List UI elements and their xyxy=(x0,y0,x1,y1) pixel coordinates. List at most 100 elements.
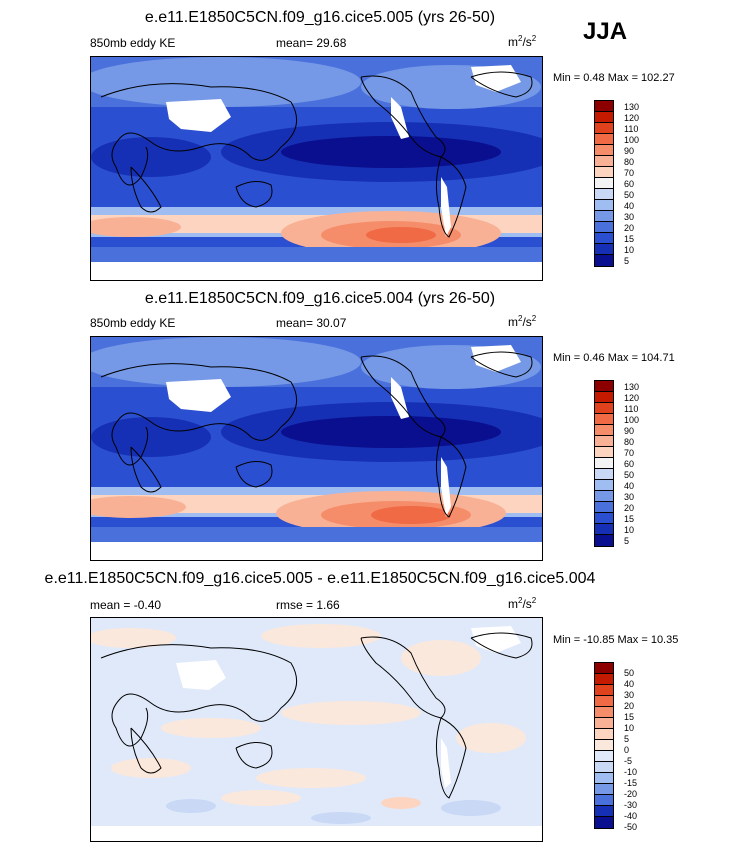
colorbar-tick-label: 120 xyxy=(624,113,640,123)
panel3-colorbar-swatch xyxy=(595,762,613,773)
panel1-colorbar-swatch xyxy=(595,211,613,222)
colorbar-tick-label: 120 xyxy=(624,393,640,403)
colorbar-tick-label: 0 xyxy=(624,745,630,755)
panel3-colorbar-swatch xyxy=(595,740,613,751)
colorbar-tick-label: 40 xyxy=(624,679,635,689)
panel2-colorbar-swatch xyxy=(595,513,613,524)
panel1-colorbar-swatch xyxy=(595,112,613,123)
panel2-colorbar-swatch xyxy=(595,425,613,436)
colorbar-tick-label: 30 xyxy=(624,492,635,502)
panel2-units: m2/s2 xyxy=(508,314,537,329)
panel1-colorbar-swatch xyxy=(595,167,613,178)
panel1-colorbar-swatch xyxy=(595,233,613,244)
panel1-colorbar-swatch xyxy=(595,134,613,145)
panel3-colorbar-swatch xyxy=(595,663,613,674)
colorbar-tick-label: 70 xyxy=(624,168,635,178)
panel1-title: e.e11.E1850C5CN.f09_g16.cice5.005 (yrs 2… xyxy=(144,9,496,26)
colorbar-tick-label: 20 xyxy=(624,223,635,233)
panel1-map xyxy=(90,56,543,281)
panel1-colorbar-swatch xyxy=(595,101,613,112)
colorbar-tick-label: 80 xyxy=(624,157,635,167)
colorbar-tick-label: -10 xyxy=(624,767,638,777)
colorbar-tick-label: -50 xyxy=(624,822,638,832)
panel3-colorbar-swatch xyxy=(595,674,613,685)
panel3-title: e.e11.E1850C5CN.f09_g16.cice5.005 - e.e1… xyxy=(44,570,596,587)
colorbar-tick-label: 110 xyxy=(624,124,639,134)
panel1-colorbar-swatch xyxy=(595,200,613,211)
panel2-field-label: 850mb eddy KE xyxy=(90,316,176,330)
colorbar-tick-label: 90 xyxy=(624,426,635,436)
panel3-colorbar-swatch xyxy=(595,817,613,828)
panel2-colorbar-swatch xyxy=(595,381,613,392)
panel1-colorbar-swatch xyxy=(595,255,613,266)
panel2-colorbar-swatch xyxy=(595,535,613,546)
colorbar-tick-label: 10 xyxy=(624,245,635,255)
panel2-colorbar-swatch xyxy=(595,469,613,480)
panel2-title: e.e11.E1850C5CN.f09_g16.cice5.004 (yrs 2… xyxy=(144,290,496,307)
colorbar-tick-label: -5 xyxy=(624,756,633,766)
colorbar-tick-label: 15 xyxy=(624,712,635,722)
panel2-colorbar-swatch xyxy=(595,414,613,425)
panel2-colorbar xyxy=(594,380,614,547)
colorbar-tick-label: 100 xyxy=(624,135,640,145)
colorbar-tick-label: 60 xyxy=(624,179,635,189)
colorbar-tick-label: 20 xyxy=(624,503,635,513)
colorbar-tick-label: 30 xyxy=(624,690,635,700)
colorbar-tick-label: 90 xyxy=(624,146,635,156)
colorbar-tick-label: 40 xyxy=(624,481,635,491)
panel2-minmax: Min = 0.46 Max = 104.71 xyxy=(553,352,675,364)
panel2-colorbar-swatch xyxy=(595,403,613,414)
colorbar-tick-label: 15 xyxy=(624,514,635,524)
panel2-colorbar-swatch xyxy=(595,447,613,458)
panel3-colorbar xyxy=(594,662,614,829)
panel1-colorbar xyxy=(594,100,614,267)
panel1-colorbar-swatch xyxy=(595,145,613,156)
colorbar-tick-label: -15 xyxy=(624,778,638,788)
panel2-colorbar-swatch xyxy=(595,392,613,403)
panel2-colorbar-swatch xyxy=(595,436,613,447)
colorbar-tick-label: 40 xyxy=(624,201,635,211)
colorbar-tick-label: 50 xyxy=(624,668,635,678)
colorbar-tick-label: 100 xyxy=(624,415,640,425)
panel1-colorbar-swatch xyxy=(595,178,613,189)
panel1-mean-label: mean= 29.68 xyxy=(276,36,347,50)
colorbar-tick-label: 80 xyxy=(624,437,635,447)
colorbar-tick-label: 10 xyxy=(624,723,635,733)
panel3-colorbar-swatch xyxy=(595,729,613,740)
panel1-colorbar-swatch xyxy=(595,244,613,255)
panel3-colorbar-swatch xyxy=(595,707,613,718)
panel1-minmax: Min = 0.48 Max = 102.27 xyxy=(553,72,675,84)
panel1-units: m2/s2 xyxy=(508,34,537,49)
colorbar-tick-label: 60 xyxy=(624,459,635,469)
colorbar-tick-label: 130 xyxy=(624,102,640,112)
panel2-colorbar-swatch xyxy=(595,502,613,513)
panel3-colorbar-swatch xyxy=(595,751,613,762)
panel1-colorbar-swatch xyxy=(595,189,613,200)
season-label: JJA xyxy=(583,18,628,45)
panel2-colorbar-swatch xyxy=(595,480,613,491)
colorbar-tick-label: -20 xyxy=(624,789,638,799)
panel1-colorbar-swatch xyxy=(595,156,613,167)
panel3-colorbar-swatch xyxy=(595,784,613,795)
panel2-colorbar-swatch xyxy=(595,524,613,535)
colorbar-tick-label: 70 xyxy=(624,448,635,458)
panel2-colorbar-swatch xyxy=(595,491,613,502)
colorbar-tick-label: 5 xyxy=(624,256,630,266)
colorbar-tick-label: 50 xyxy=(624,190,635,200)
panel3-colorbar-swatch xyxy=(595,685,613,696)
colorbar-tick-label: 50 xyxy=(624,470,635,480)
colorbar-tick-label: -40 xyxy=(624,811,638,821)
panel1-field-label: 850mb eddy KE xyxy=(90,36,176,50)
colorbar-tick-label: -30 xyxy=(624,800,638,810)
panel3-minmax: Min = -10.85 Max = 10.35 xyxy=(553,634,679,646)
panel1-colorbar-swatch xyxy=(595,222,613,233)
colorbar-tick-label: 20 xyxy=(624,701,635,711)
panel3-mean-label: mean = -0.40 xyxy=(90,598,162,612)
colorbar-tick-label: 5 xyxy=(624,536,630,546)
panel3-colorbar-swatch xyxy=(595,696,613,707)
colorbar-tick-label: 15 xyxy=(624,234,635,244)
panel3-units: m2/s2 xyxy=(508,596,537,611)
panel2-colorbar-swatch xyxy=(595,458,613,469)
colorbar-tick-label: 30 xyxy=(624,212,635,222)
panel2-map xyxy=(90,336,543,561)
